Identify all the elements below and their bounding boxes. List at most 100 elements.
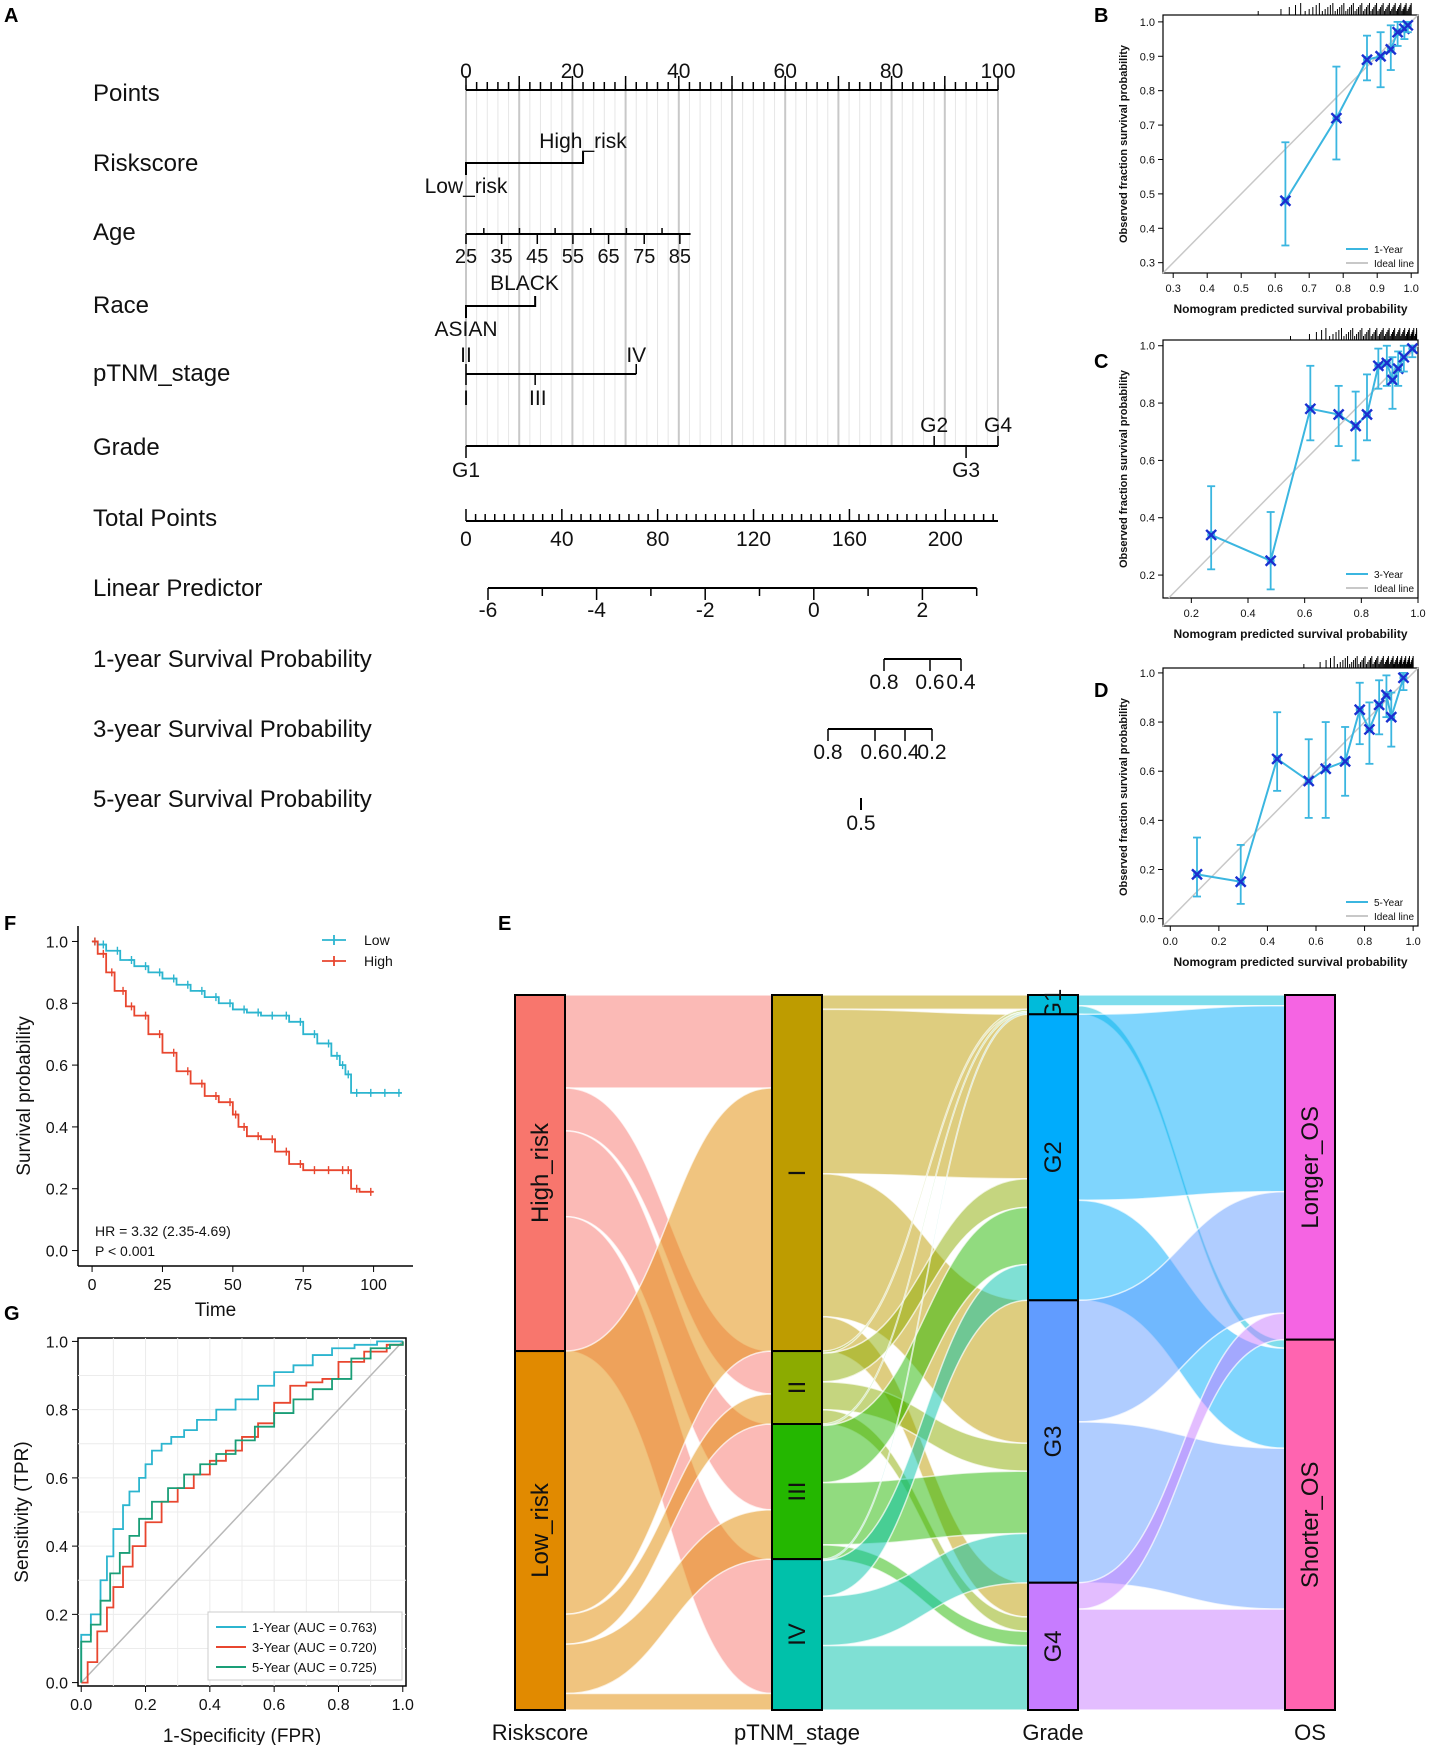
nomogram-row-label: pTNM_stage: [93, 360, 230, 387]
calibration-series-line: [1196, 677, 1405, 883]
calibration-cross-marker: [1373, 699, 1385, 711]
age-tick-label: 85: [669, 246, 691, 268]
x-tick-label: 100: [360, 1277, 387, 1294]
alluvial-stratum-label: Shorter_OS: [1297, 1461, 1324, 1588]
age-tick-label: 65: [597, 246, 619, 268]
alluvial-flow: [1077, 994, 1286, 1007]
censor-mark: [156, 968, 163, 977]
legend-label: Ideal line: [1374, 259, 1414, 270]
calibration-plot-frame: [1162, 14, 1419, 274]
total-points-tick-label: 80: [646, 528, 669, 551]
x-tick-label: 0.8: [327, 1697, 349, 1714]
survival-5y-tick-label: 0.5: [846, 812, 875, 835]
censor-mark: [345, 1070, 352, 1079]
censor-mark: [367, 1187, 374, 1196]
calibration-cross-marker: [1330, 112, 1343, 125]
alluvial-flow: [821, 1470, 1029, 1546]
censor-mark: [241, 1005, 248, 1014]
censor-mark: [345, 1166, 352, 1175]
censor-mark: [184, 1067, 191, 1076]
y-tick-label: 0.4: [46, 1120, 68, 1137]
x-tick-label: 1.0: [1404, 283, 1419, 295]
calibration-1year-panel: 0.3 0.4 0.5 0.6 0.7 0.8 0.9 1.0 0.3 0.4 0.5 0.6 0.7 0…: [1118, 3, 1419, 316]
y-tick-label: 0.0: [46, 1244, 68, 1261]
panel-label-b: B: [1094, 5, 1108, 27]
roc-curve: [80, 1341, 404, 1683]
survival-1y-tick-label: 0.4: [946, 671, 976, 694]
censor-mark: [212, 1092, 219, 1100]
survival-3y-tick-label: 0.2: [917, 741, 946, 764]
y-tick-label: 1.0: [46, 1334, 68, 1351]
alluvial-flow: [821, 1644, 1029, 1711]
y-tick-label: 1.0: [1140, 341, 1155, 353]
alluvial-stratum-label: G3: [1040, 1426, 1067, 1458]
survival-1y-tick-label: 0.6: [915, 671, 944, 694]
censor-mark: [311, 1166, 318, 1175]
panel-label-a: A: [4, 5, 18, 27]
linear-predictor-tick-label: -4: [587, 599, 606, 622]
censor-mark: [255, 1132, 262, 1141]
calibration-cross-marker: [1361, 53, 1373, 66]
censor-mark: [325, 1166, 332, 1175]
y-tick-label: 0.8: [1140, 398, 1155, 410]
x-tick-label: 0.8: [1357, 936, 1372, 948]
y-tick-label: 0.8: [1140, 86, 1155, 98]
legend-label: 1-Year: [1374, 245, 1404, 256]
y-tick-label: 0.6: [1140, 766, 1155, 778]
roc-diagonal-reference: [80, 1340, 404, 1684]
x-axis-label: Nomogram predicted survival probability: [1173, 302, 1407, 316]
x-tick-label: 0.8: [1336, 283, 1351, 295]
ptnm-level-label: III: [529, 387, 547, 410]
y-tick-label: 0.6: [1140, 154, 1155, 166]
survival-3y-tick-label: 0.8: [813, 741, 842, 764]
censor-mark: [367, 1088, 374, 1097]
x-tick-label: 0.9: [1370, 283, 1385, 295]
x-tick-label: 0.2: [134, 1697, 156, 1714]
alluvial-axis-label: Riskscore: [492, 1720, 589, 1745]
censor-mark: [91, 937, 98, 946]
calibration-cross-marker: [1319, 762, 1332, 775]
points-tick-label: 20: [561, 60, 584, 83]
x-tick-label: 0.4: [1200, 283, 1215, 295]
calibration-5year-panel: 0.0 0.2 0.4 0.6 0.8 1.0 0.0 0.2 0.4 0.6 0.8 1.0 Nomo…: [1118, 656, 1421, 969]
censor-mark: [128, 1002, 135, 1011]
alluvial-flow: [564, 1692, 773, 1711]
legend-label: Low: [364, 932, 391, 948]
legend-swatch: [322, 935, 346, 945]
ptnm-level-label: IV: [626, 344, 646, 367]
y-tick-label: 0.3: [1140, 258, 1155, 270]
censor-mark: [184, 980, 191, 989]
calibration-cross-marker: [1234, 875, 1247, 888]
x-tick-label: 1.0: [392, 1697, 414, 1714]
y-tick-label: 0.8: [1140, 717, 1155, 729]
x-tick-label: 0.0: [70, 1697, 92, 1714]
alluvial-stratum-box: [514, 994, 566, 1353]
y-axis-label: Survival probability: [14, 1016, 35, 1176]
nomogram-panel: Points Riskscore Age Race pTNM_stage Grade Tot…: [93, 60, 1016, 835]
riskscore-level-label: Low_risk: [425, 175, 508, 198]
legend-swatch: [322, 956, 346, 966]
legend-label: 3-Year: [1374, 570, 1404, 581]
km-curve-low: [92, 940, 402, 1094]
censor-mark: [142, 1011, 149, 1020]
x-axis-label: 1-Specificity (FPR): [163, 1726, 321, 1745]
y-tick-label: 0.4: [1140, 815, 1155, 827]
roc-curve: [80, 1340, 403, 1683]
grade-level-label: G4: [984, 414, 1012, 437]
legend-label: 1-Year (AUC = 0.763): [252, 1620, 377, 1635]
p-value-annotation: P < 0.001: [95, 1243, 155, 1259]
y-tick-label: 0.0: [1140, 914, 1155, 926]
x-tick-label: 0.6: [1297, 608, 1312, 620]
alluvial-stratum-box: [771, 1558, 823, 1712]
alluvial-axis-label: Grade: [1022, 1720, 1083, 1745]
hazard-ratio-annotation: HR = 3.32 (2.35-4.69): [95, 1223, 231, 1239]
alluvial-stratum-box: [1284, 1338, 1336, 1711]
censor-mark: [198, 986, 205, 995]
censor-mark: [227, 1098, 234, 1107]
alluvial-stratum-box: [1027, 1581, 1079, 1711]
ideal-line: [1162, 667, 1419, 927]
alluvial-stratum-label: G2: [1040, 1141, 1067, 1173]
age-tick-label: 75: [633, 246, 655, 268]
